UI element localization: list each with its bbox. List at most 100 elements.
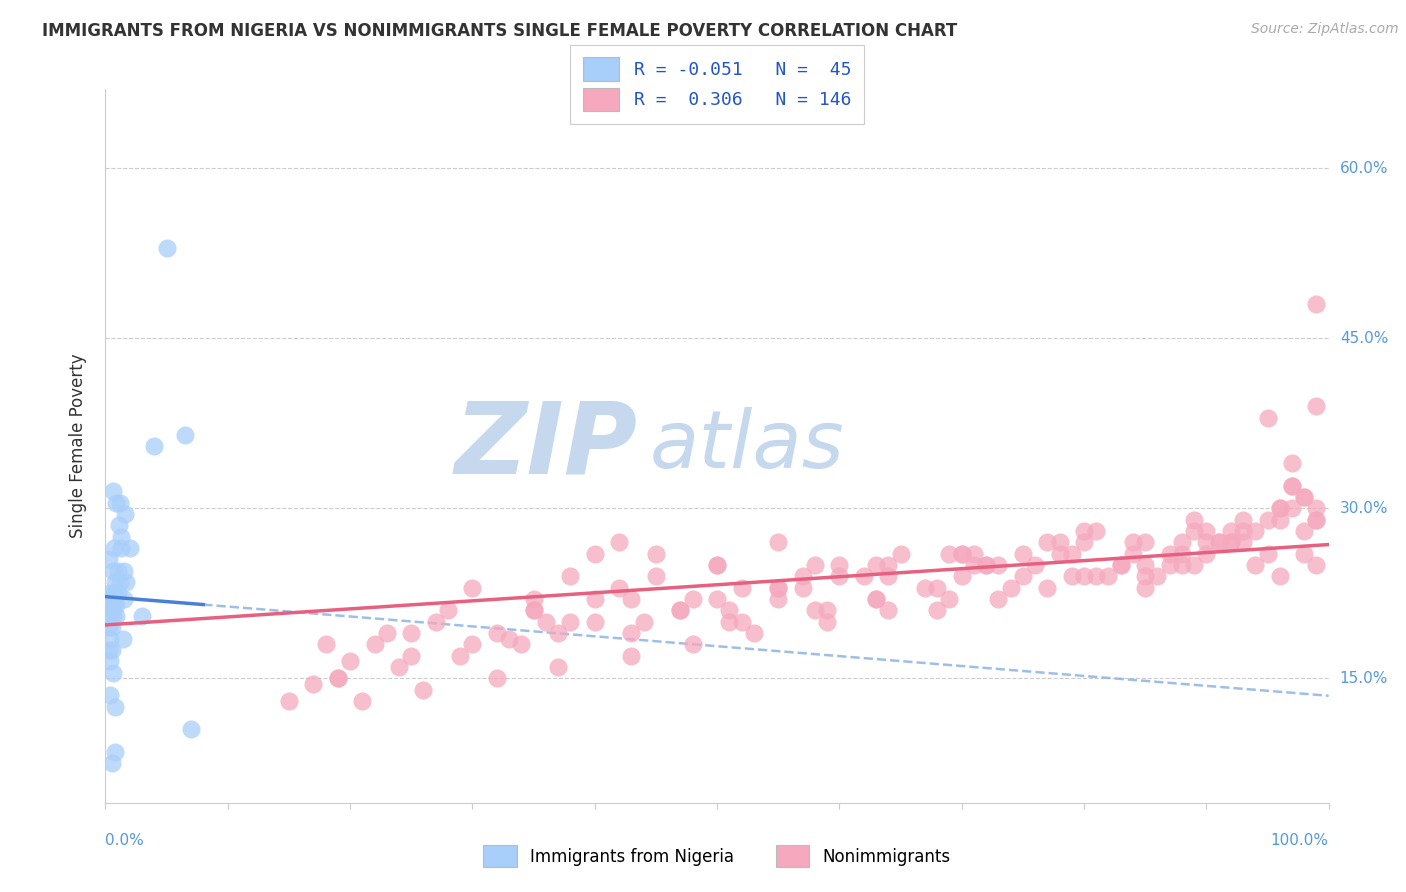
Point — [315, 637, 337, 651]
Point — [112, 591, 135, 606]
Point — [485, 671, 508, 685]
Point — [103, 598, 125, 612]
Text: 0.0%: 0.0% — [105, 833, 145, 848]
Point — [706, 558, 728, 572]
Point — [1171, 558, 1194, 572]
Point — [1073, 535, 1095, 549]
Point — [1305, 513, 1327, 527]
Point — [98, 643, 121, 657]
Point — [706, 591, 728, 606]
Point — [1219, 535, 1241, 549]
Point — [1305, 400, 1327, 414]
Point — [101, 484, 124, 499]
Point — [104, 586, 127, 600]
Point — [644, 547, 668, 561]
Point — [828, 558, 851, 572]
Legend: Immigrants from Nigeria, Nonimmigrants: Immigrants from Nigeria, Nonimmigrants — [470, 832, 965, 880]
Point — [815, 615, 838, 629]
Point — [1011, 569, 1033, 583]
Point — [98, 620, 121, 634]
Point — [326, 671, 349, 685]
Point — [105, 495, 128, 509]
Point — [768, 581, 790, 595]
Point — [1232, 513, 1254, 527]
Point — [302, 677, 325, 691]
Point — [1244, 524, 1267, 538]
Point — [1256, 410, 1278, 425]
Point — [98, 688, 121, 702]
Point — [1294, 547, 1316, 561]
Point — [101, 564, 124, 578]
Point — [950, 547, 973, 561]
Point — [1122, 535, 1144, 549]
Point — [1268, 501, 1291, 516]
Point — [105, 598, 128, 612]
Point — [877, 569, 900, 583]
Point — [1208, 535, 1230, 549]
Point — [718, 603, 741, 617]
Point — [105, 608, 128, 623]
Point — [437, 603, 460, 617]
Point — [583, 591, 606, 606]
Point — [131, 608, 153, 623]
Point — [877, 603, 900, 617]
Point — [1281, 478, 1303, 492]
Text: ZIP: ZIP — [454, 398, 637, 494]
Point — [100, 603, 122, 617]
Point — [522, 603, 544, 617]
Point — [1036, 581, 1059, 595]
Point — [682, 637, 704, 651]
Point — [485, 626, 508, 640]
Point — [1219, 535, 1241, 549]
Point — [963, 558, 986, 572]
Point — [877, 558, 900, 572]
Point — [620, 591, 643, 606]
Point — [1133, 581, 1156, 595]
Point — [412, 682, 434, 697]
Point — [1208, 535, 1230, 549]
Point — [974, 558, 997, 572]
Text: 100.0%: 100.0% — [1271, 833, 1329, 848]
Point — [1133, 569, 1156, 583]
Point — [669, 603, 692, 617]
Point — [98, 654, 121, 668]
Point — [974, 558, 997, 572]
Point — [1146, 569, 1168, 583]
Point — [682, 591, 704, 606]
Point — [718, 615, 741, 629]
Point — [1305, 501, 1327, 516]
Point — [1182, 513, 1205, 527]
Point — [815, 603, 838, 617]
Point — [98, 552, 121, 566]
Point — [104, 574, 127, 589]
Point — [155, 241, 177, 255]
Point — [1294, 490, 1316, 504]
Point — [669, 603, 692, 617]
Point — [110, 541, 132, 555]
Point — [118, 541, 141, 555]
Point — [730, 581, 752, 595]
Point — [1232, 524, 1254, 538]
Point — [388, 660, 411, 674]
Point — [1133, 558, 1156, 572]
Point — [1244, 558, 1267, 572]
Point — [963, 547, 986, 561]
Point — [1109, 558, 1132, 572]
Point — [560, 569, 582, 583]
Point — [98, 598, 121, 612]
Point — [1024, 558, 1046, 572]
Point — [1232, 535, 1254, 549]
Point — [987, 591, 1010, 606]
Point — [1085, 569, 1108, 583]
Point — [927, 603, 949, 617]
Point — [1294, 490, 1316, 504]
Point — [792, 581, 814, 595]
Point — [174, 427, 197, 442]
Point — [987, 558, 1010, 572]
Point — [1159, 558, 1181, 572]
Text: 30.0%: 30.0% — [1340, 500, 1388, 516]
Point — [110, 530, 132, 544]
Point — [583, 615, 606, 629]
Point — [1097, 569, 1119, 583]
Point — [1305, 513, 1327, 527]
